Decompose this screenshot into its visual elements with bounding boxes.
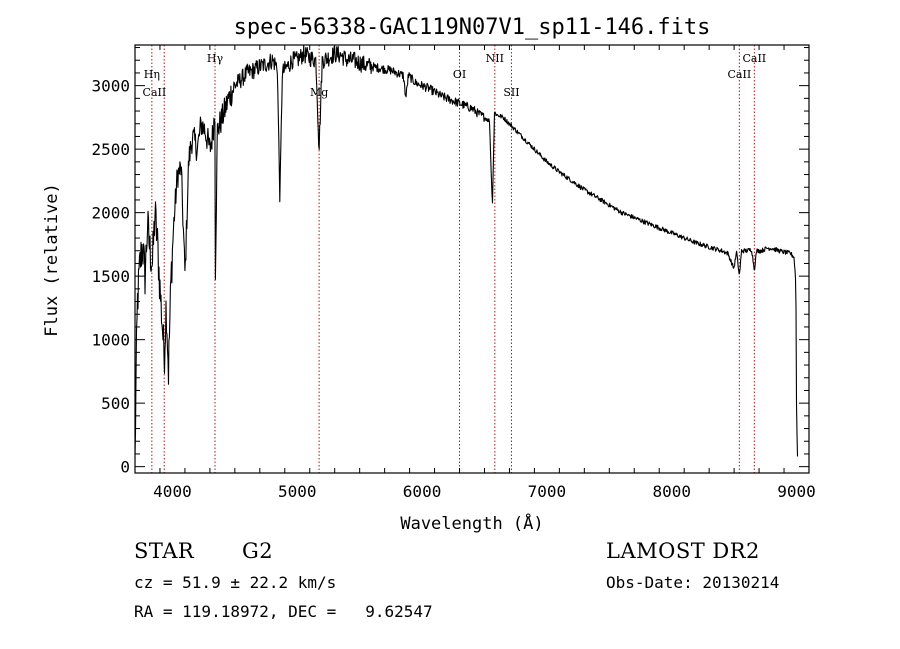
y-tick-label: 2000 — [91, 204, 130, 223]
chart-title: spec-56338-GAC119N07V1_sp11-146.fits — [234, 15, 711, 40]
x-tick-label: 7000 — [528, 482, 567, 501]
spectral-line-label: Mg — [310, 86, 328, 99]
spectral-line-label: CaII — [728, 68, 752, 81]
survey-label: LAMOST DR2 — [606, 539, 760, 563]
y-axis-label: Flux (relative) — [42, 183, 62, 337]
object-class-label: STAR — [134, 539, 195, 563]
spectral-line-label: Hη — [144, 68, 160, 81]
x-tick-label: 4000 — [153, 482, 192, 501]
axis-ticks — [134, 45, 810, 473]
spectral-line-label: NII — [486, 52, 504, 65]
spectral-line-label: OI — [453, 68, 466, 81]
axis-tick-labels: 4000 5000 6000 7000 8000 9000 0 500 1000 1500 2000… — [91, 77, 815, 501]
x-tick-label: 6000 — [403, 482, 442, 501]
spectral-line-label: CaII — [742, 52, 766, 65]
y-tick-label: 1000 — [91, 331, 130, 350]
ra-dec-coordinates-text: RA = 119.18972, DEC = 9.62547 — [134, 602, 433, 621]
y-tick-label: 2500 — [91, 140, 130, 159]
y-tick-label: 1500 — [91, 267, 130, 286]
x-tick-label: 9000 — [777, 482, 816, 501]
y-tick-label: 0 — [120, 458, 130, 477]
y-tick-label: 500 — [101, 394, 130, 413]
x-axis-label: Wavelength (Å) — [400, 512, 543, 534]
spectral-line-label: SII — [503, 86, 519, 99]
spectral-line-label: CaII — [143, 86, 167, 99]
observation-date-text: Obs-Date: 20130214 — [606, 573, 780, 592]
spectrum-series-line — [134, 44, 799, 457]
y-tick-label: 3000 — [91, 77, 130, 96]
x-tick-label: 8000 — [652, 482, 691, 501]
object-subclass-label: G2 — [242, 539, 274, 563]
x-tick-label: 5000 — [278, 482, 317, 501]
redshift-velocity-text: cz = 51.9 ± 22.2 km/s — [134, 573, 337, 592]
spectral-line-markers: CaII Hη Hγ Mg OI NII SII CaII CaII — [143, 45, 766, 473]
plot-frame — [134, 44, 810, 474]
spectral-line-label: Hγ — [207, 52, 224, 65]
